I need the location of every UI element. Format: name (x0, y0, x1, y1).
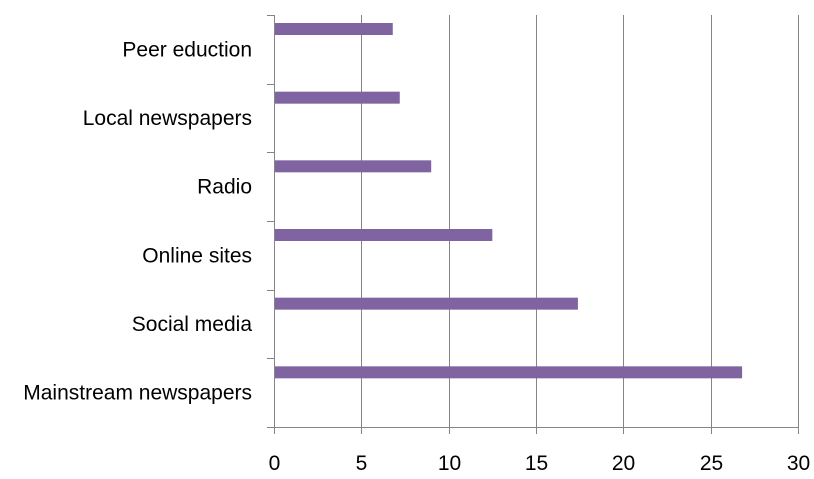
labels: 0 5 10 15 20 25 30 Peer eduction Local newspaper… (23, 38, 810, 475)
x-tick-label: 10 (438, 452, 461, 474)
bar (275, 23, 393, 35)
x-tick-label: 5 (356, 452, 368, 474)
bar (275, 297, 578, 310)
category-label: Peer eduction (122, 38, 252, 61)
bar (275, 91, 400, 104)
axes (267, 15, 799, 434)
x-tick-label: 15 (525, 452, 548, 474)
x-tick-label: 25 (700, 452, 723, 474)
bar (275, 366, 743, 379)
category-label: Radio (197, 176, 252, 199)
x-tick-label: 20 (612, 452, 635, 474)
category-label: Local newspapers (83, 107, 252, 130)
x-tick-label: 0 (269, 452, 281, 474)
bar (275, 160, 432, 173)
category-label: Social media (132, 313, 253, 336)
x-tick-label: 30 (787, 452, 810, 474)
gridlines (361, 15, 799, 427)
bars (275, 23, 743, 379)
bar (275, 229, 493, 241)
category-label: Mainstream newspapers (23, 382, 252, 405)
category-label: Online sites (142, 244, 252, 267)
